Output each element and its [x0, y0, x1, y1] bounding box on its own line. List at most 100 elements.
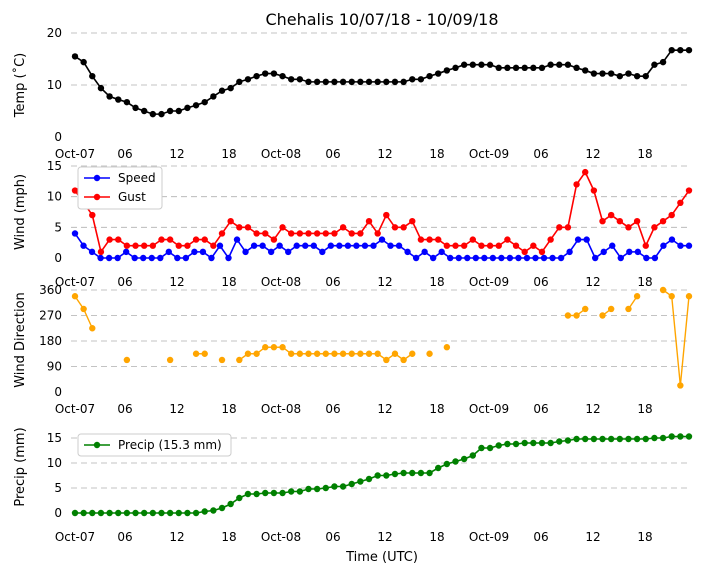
temp-series-0-point	[435, 70, 442, 77]
wind-series-0-point	[327, 242, 335, 249]
temp-series-0-point	[166, 107, 174, 115]
precip-series-0-point	[478, 444, 485, 452]
wind-series-0-point	[242, 248, 249, 256]
temp-series-0-point	[590, 70, 598, 77]
wind-series-0-point	[626, 248, 633, 256]
precip-legend-label: Precip (15.3 mm)	[118, 438, 222, 452]
wind-series-0-point	[447, 254, 454, 262]
direction-point	[348, 350, 355, 357]
direction-point	[365, 350, 373, 357]
wind-x-tick-label: 18	[221, 275, 236, 289]
wind-series-1-point	[140, 242, 148, 249]
precip-series-0-point	[469, 452, 477, 459]
temp-series-0-point	[132, 104, 139, 112]
wind-series-0-point	[600, 248, 607, 256]
direction-point	[279, 344, 286, 351]
wind-series-0-point	[464, 254, 471, 262]
wind-series-1-point	[607, 211, 615, 219]
direction-point	[322, 350, 329, 357]
precip-x-tick-label: 06	[533, 530, 548, 544]
wind-series-0-point	[208, 254, 215, 262]
precip-panel: Precip (mm) 0 5 10 15 Oct-07 06 12 18 Oct-08 06 12…	[13, 427, 693, 544]
wind-series-1-point	[556, 224, 563, 231]
wind-x-tick-label: 12	[169, 275, 184, 289]
temp-series-0-point	[659, 58, 667, 66]
direction-point	[244, 350, 252, 357]
precip-series-0-point	[140, 509, 148, 517]
precip-x-tick-label: 18	[637, 530, 652, 544]
direction-point	[313, 350, 321, 357]
precip-series-0-point	[668, 433, 675, 440]
wind-y-label: Wind (mph)	[13, 174, 28, 250]
wind-series-1-point	[132, 242, 139, 249]
wind-series-1-point	[313, 230, 321, 237]
wind-series-0-point	[336, 242, 343, 249]
temp-series-0-point	[426, 72, 433, 80]
precip-x-tick-label: 18	[429, 530, 444, 544]
temp-y-tick-label: 10	[47, 78, 62, 92]
precip-series-0-point	[227, 500, 234, 508]
temp-series-0-point	[478, 61, 485, 68]
wind-series-0-point	[88, 248, 96, 256]
precip-series-0-point	[313, 485, 321, 493]
temp-x-tick-label: 06	[533, 147, 548, 161]
temp-series-0-point	[443, 67, 451, 74]
precip-series-0-point	[556, 438, 563, 445]
wind-series-1-point	[530, 242, 537, 249]
temp-series-0-point	[322, 78, 329, 86]
wind-series-0-point	[276, 242, 283, 249]
wind-series-0-point	[131, 254, 138, 262]
wind-x-tick-label: Oct-07	[55, 275, 95, 289]
temp-series-0-point	[409, 76, 416, 83]
temp-panel: Temp (˚C) 0 10 20 Oct-07 06 12 18 Oct-08 06 12 18 O…	[12, 26, 693, 161]
wind-series-1-point	[625, 224, 632, 231]
temp-series-0-point	[80, 58, 87, 66]
temp-series-0-point	[391, 78, 399, 86]
wind-series-1-point	[253, 230, 260, 237]
wind-series-1-point	[365, 218, 373, 225]
precip-series-0-point	[357, 478, 364, 485]
precip-series-0-point	[530, 439, 537, 447]
precip-x-tick-label: 06	[117, 530, 132, 544]
precip-series-0-point	[452, 458, 459, 465]
temp-series-0-point	[227, 84, 234, 92]
temp-series-0-line	[74, 49, 689, 115]
temp-series-0-point	[668, 46, 675, 54]
direction-x-tick-label: 18	[637, 402, 652, 416]
wind-x-tick-label: 12	[377, 275, 392, 289]
precip-series-0-point	[547, 439, 554, 447]
wind-series-0-point	[677, 242, 684, 249]
temp-series-0-point	[184, 104, 191, 112]
precip-series-0-point	[236, 494, 243, 502]
temp-series-0-point	[417, 76, 425, 83]
temp-series-0-point	[296, 76, 304, 83]
wind-series-0-point	[557, 254, 565, 262]
precip-x-tick-label: Oct-08	[261, 530, 301, 544]
direction-panel: Wind Direction 0 90 180 270 360 Oct-07 06 12 18 O…	[13, 283, 693, 416]
wind-series-1-point	[668, 211, 675, 219]
temp-x-tick-label: 12	[585, 147, 600, 161]
wind-series-1-point	[443, 242, 451, 249]
precip-series-0-point	[417, 469, 425, 477]
direction-segment	[679, 296, 690, 386]
wind-series-0-point	[140, 254, 147, 262]
temp-series-0-point	[573, 64, 580, 72]
wind-y-tick-label: 10	[47, 190, 62, 204]
direction-y-label: Wind Direction	[13, 292, 28, 388]
direction-point	[71, 293, 79, 300]
temp-x-tick-label: Oct-09	[469, 147, 509, 161]
wind-series-0-point	[412, 254, 420, 262]
wind-x-tick-label: 06	[533, 275, 548, 289]
precip-series-0-point	[184, 509, 191, 517]
wind-series-0-point	[302, 242, 309, 249]
wind-series-0-point	[319, 248, 326, 256]
wind-series-1-point	[244, 224, 252, 231]
wind-series-0-point	[105, 254, 113, 262]
temp-series-0-point	[357, 78, 364, 86]
temp-series-0-point	[469, 61, 477, 68]
direction-x-tick-label: 12	[377, 402, 392, 416]
direction-point	[192, 350, 200, 357]
wind-series-1-point	[166, 236, 174, 243]
wind-series-1-point	[348, 230, 355, 237]
wind-series-1-point	[426, 236, 433, 243]
